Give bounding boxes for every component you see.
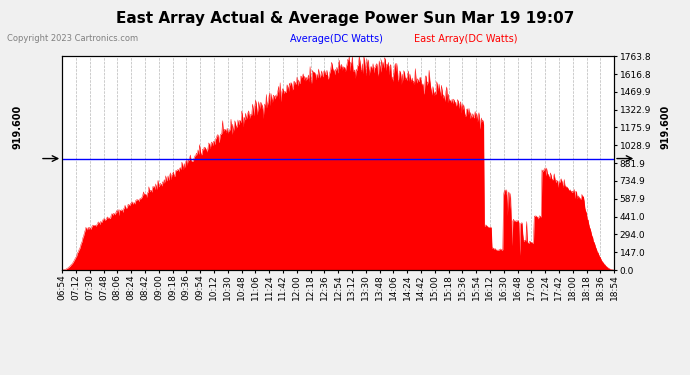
Text: 919.600: 919.600 [12,105,22,149]
Text: East Array(DC Watts): East Array(DC Watts) [414,34,518,44]
Text: 919.600: 919.600 [661,105,671,149]
Text: Average(DC Watts): Average(DC Watts) [290,34,383,44]
Text: East Array Actual & Average Power Sun Mar 19 19:07: East Array Actual & Average Power Sun Ma… [116,11,574,26]
Text: Copyright 2023 Cartronics.com: Copyright 2023 Cartronics.com [7,34,138,43]
